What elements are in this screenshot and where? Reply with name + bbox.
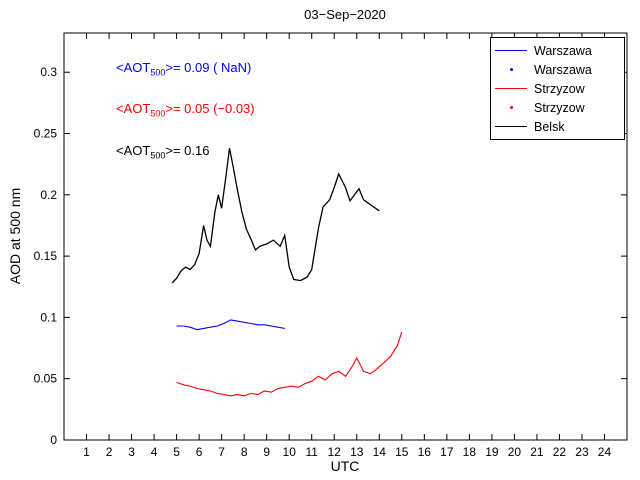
legend-label: Warszawa	[534, 62, 592, 77]
annotation-text: <AOT	[116, 101, 151, 116]
annotation-strzyzow-mean: <AOT500>= 0.05 (−0.03)	[116, 101, 255, 119]
x-tick-label: 12	[328, 445, 342, 459]
x-tick-label: 6	[196, 445, 203, 459]
x-tick-label: 11	[305, 445, 318, 459]
x-tick-label: 22	[553, 445, 567, 459]
annotation-text: <AOT	[116, 143, 151, 158]
x-axis-label: UTC	[330, 458, 360, 474]
x-tick-label: 20	[508, 445, 522, 459]
annotation-warszawa-mean: <AOT500>= 0.09 ( NaN)	[116, 60, 251, 78]
x-tick-label: 16	[418, 445, 432, 459]
annotation-text: >= 0.09 ( NaN)	[165, 60, 252, 75]
x-tick-label: 17	[440, 445, 454, 459]
legend-label: Belsk	[534, 119, 565, 134]
legend-dot-glyph	[510, 68, 513, 71]
axes-box	[63, 32, 628, 441]
y-tick-label: 0.2	[40, 188, 57, 202]
legend-label: Strzyzow	[534, 100, 585, 115]
annotation-text: <AOT	[116, 60, 151, 75]
legend-entry-belsk-line: Belsk	[495, 117, 620, 136]
x-tick-label: 10	[283, 445, 297, 459]
y-axis-label: AOD at 500 nm	[7, 187, 23, 285]
legend-entry-strzyzow-line: Strzyzow	[495, 79, 620, 98]
chart-title: 03−Sep−2020	[304, 7, 386, 22]
annotation-subscript: 500	[150, 150, 166, 161]
y-tick-label: 0.3	[40, 65, 57, 79]
y-tick-label: 0.05	[34, 372, 58, 386]
legend-dot-sample	[495, 98, 527, 117]
legend-line-glyph	[495, 126, 527, 127]
legend-label: Warszawa	[534, 43, 592, 58]
y-tick-label: 0.1	[40, 310, 57, 324]
x-tick-label: 14	[373, 445, 387, 459]
x-tick-label: 3	[128, 445, 135, 459]
y-tick-label: 0	[50, 433, 57, 447]
x-tick-label: 2	[106, 445, 113, 459]
x-tick-label: 19	[485, 445, 499, 459]
series-warszawa-line	[176, 319, 285, 331]
legend-line-sample	[495, 117, 527, 136]
y-tick-label: 0.25	[34, 127, 58, 141]
x-tick-label: 9	[263, 445, 270, 459]
legend-dot-sample	[495, 60, 527, 79]
annotation-text: >= 0.05 (−0.03)	[165, 101, 255, 116]
legend-entry-strzyzow-dot: Strzyzow	[495, 98, 620, 117]
x-tick-label: 8	[241, 445, 248, 459]
legend-line-sample	[495, 79, 527, 98]
x-tick-label: 24	[598, 445, 612, 459]
annotation-subscript: 500	[150, 108, 166, 119]
series-strzyzow-line	[176, 331, 403, 397]
legend-line-glyph	[495, 50, 527, 51]
y-tick-label: 0.15	[34, 249, 58, 263]
legend-line-glyph	[495, 88, 527, 89]
series-belsk-line	[171, 148, 380, 284]
x-tick-label: 5	[173, 445, 180, 459]
annotation-text: >= 0.16	[165, 143, 210, 158]
legend-entry-warszawa-line: Warszawa	[495, 41, 620, 60]
x-tick-label: 23	[575, 445, 589, 459]
legend-label: Strzyzow	[534, 81, 585, 96]
legend-entry-warszawa-dot: Warszawa	[495, 60, 620, 79]
legend-line-sample	[495, 41, 527, 60]
x-tick-label: 13	[350, 445, 364, 459]
annotation-subscript: 500	[150, 67, 166, 78]
x-tick-label: 1	[83, 445, 90, 459]
legend-dot-glyph	[510, 106, 513, 109]
x-tick-label: 7	[218, 445, 225, 459]
annotation-belsk-mean: <AOT500>= 0.16	[116, 143, 209, 161]
x-tick-label: 18	[463, 445, 477, 459]
x-tick-label: 21	[530, 445, 544, 459]
legend: Warszawa Warszawa Strzyzow Strzyzow Belsk	[490, 37, 625, 140]
x-tick-label: 4	[151, 445, 158, 459]
x-tick-label: 15	[395, 445, 409, 459]
